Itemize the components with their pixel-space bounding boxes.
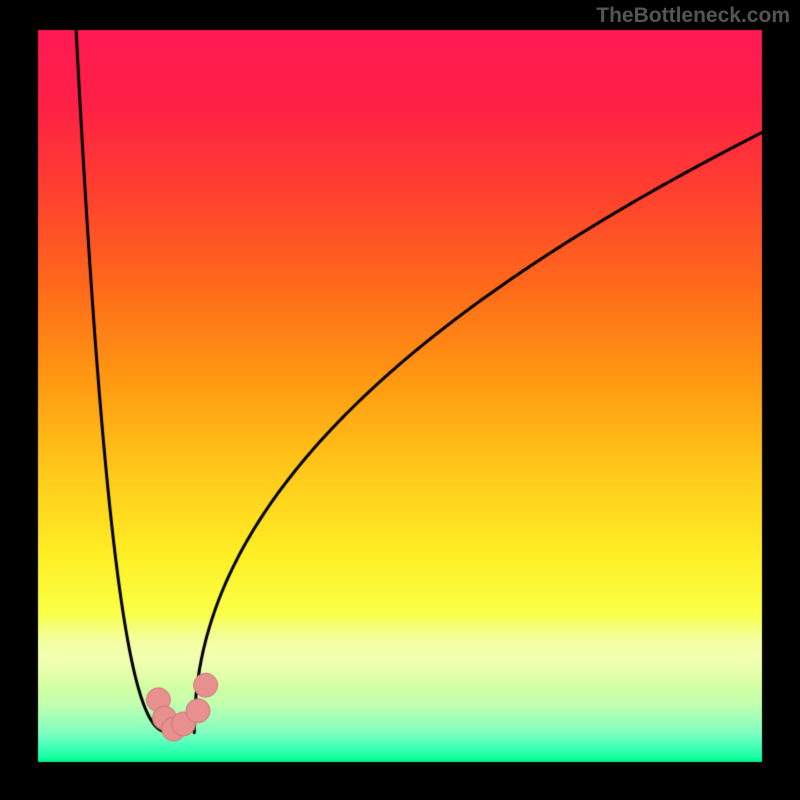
watermark-text: TheBottleneck.com [596, 4, 790, 28]
bottleneck-chart-canvas [0, 0, 800, 800]
chart-container: TheBottleneck.com [0, 0, 800, 800]
